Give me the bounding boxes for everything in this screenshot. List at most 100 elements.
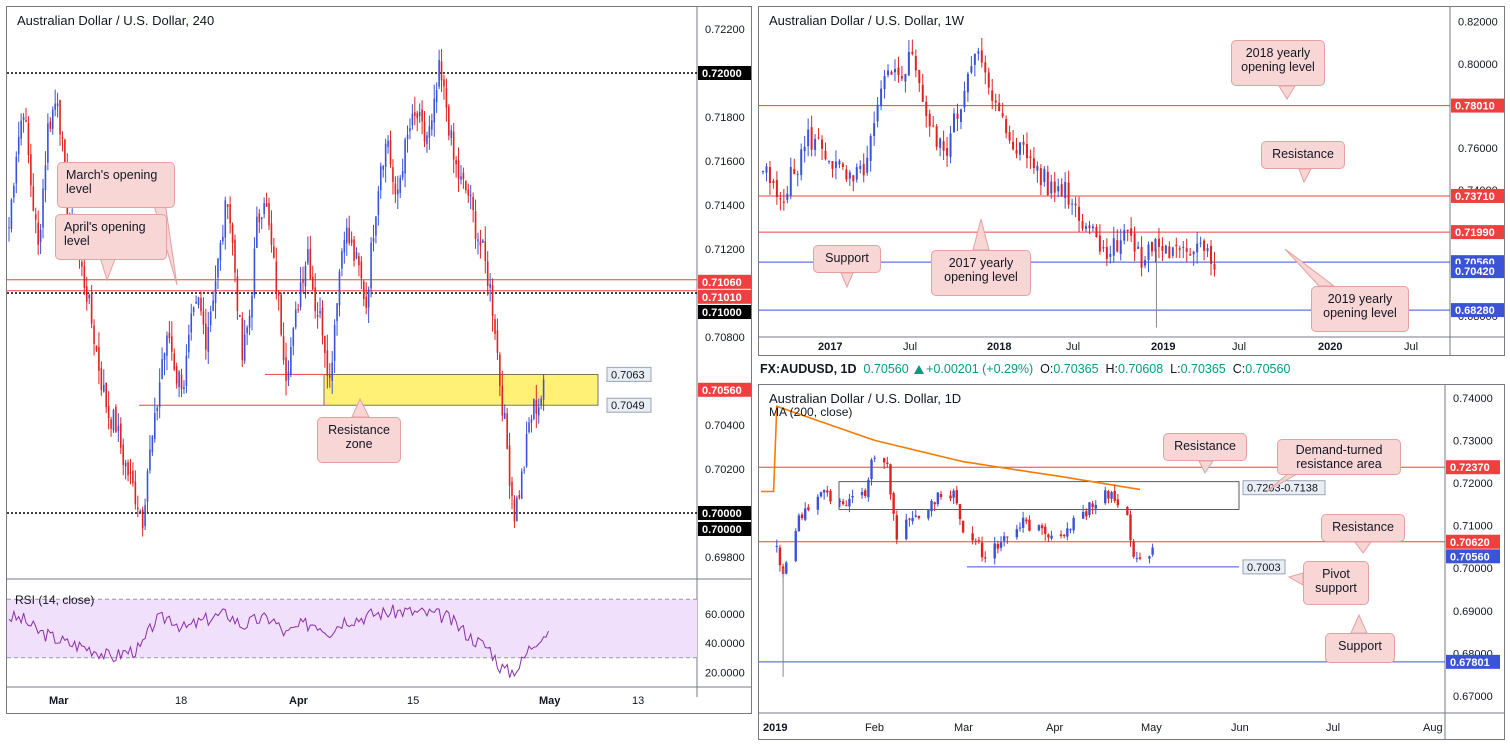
h4-candle (379, 166, 382, 191)
daily-candle (1129, 514, 1132, 541)
h4-candle (482, 240, 484, 243)
h4-candle (285, 357, 287, 382)
weekly-x-tick: 2019 (1151, 341, 1175, 353)
h4-candle (389, 140, 392, 165)
weekly-candle (1098, 235, 1101, 252)
h4-candle (161, 359, 163, 379)
h4-candle (151, 435, 154, 453)
h4-candle (275, 261, 278, 293)
low-label: L: (1170, 362, 1181, 376)
h4-candle (494, 319, 496, 334)
note-2017-yearly-opening: 2017 yearly opening level (931, 250, 1031, 296)
rsi-y-tick: 40.0000 (705, 638, 745, 650)
h4-price-tag: 0.71000 (702, 307, 742, 319)
h4-candle (168, 332, 171, 339)
weekly-candle (1140, 246, 1143, 268)
h4-candle (85, 286, 88, 302)
weekly-candle (859, 165, 862, 169)
h4-candle (154, 412, 156, 440)
daily-candle (993, 543, 996, 559)
weekly-chart-panel[interactable]: 0.820000.800000.760000.740000.700000.680… (758, 6, 1505, 356)
h4-candle (414, 112, 416, 116)
h4-chart-panel[interactable]: 0.72200 0.71800 0.71600 0.71400 0.71200 0.708… (6, 6, 752, 714)
note-2017-pointer (972, 218, 990, 251)
weekly-candle (1039, 168, 1042, 186)
weekly-candle (925, 101, 928, 116)
close-label: C: (1232, 362, 1246, 376)
weekly-candle (1206, 248, 1209, 252)
weekly-candle (1012, 141, 1015, 150)
daily-chart-panel[interactable]: 0.74000 0.73000 0.72000 0.71000 0.70000 0.690… (758, 384, 1505, 740)
daily-y-tick: 0.67000 (1453, 691, 1493, 703)
h4-candle (17, 136, 20, 155)
weekly-candle (900, 76, 903, 79)
h4-candle (326, 350, 329, 376)
weekly-candle (793, 168, 796, 175)
weekly-candle (817, 137, 820, 139)
weekly-candle (1057, 186, 1060, 192)
h4-price-tag-bg (698, 382, 751, 397)
daily-x-tick: Jul (1326, 722, 1340, 734)
h4-candle (311, 276, 314, 290)
daily-candle (949, 495, 952, 499)
daily-y-tick: 0.71000 (1453, 521, 1493, 533)
note-resistance-pointer (1298, 168, 1312, 184)
weekly-x-tick: Jul (903, 341, 917, 353)
weekly-candle (782, 201, 785, 203)
weekly-chart-svg[interactable]: 0.820000.800000.760000.740000.700000.680… (759, 7, 1505, 356)
h4-candle (185, 355, 188, 386)
weekly-candle (1147, 244, 1150, 261)
h4-candle (348, 227, 350, 243)
h4-candle (47, 123, 49, 163)
daily-y-tick: 0.72000 (1453, 478, 1493, 490)
daily-candle (933, 502, 936, 505)
weekly-candle (1178, 248, 1181, 250)
h4-candle (533, 398, 535, 419)
daily-candle (860, 492, 864, 496)
weekly-candle (984, 62, 987, 73)
weekly-candle (810, 127, 813, 150)
daily-candle (1113, 490, 1116, 501)
weekly-candle (1164, 245, 1167, 254)
ma-legend: MA (200, close) (769, 405, 853, 419)
daily-price-tag-bg (1446, 549, 1500, 564)
daily-candle (905, 519, 908, 540)
weekly-candle (980, 50, 983, 63)
rsi-band (7, 599, 697, 658)
h4-candle (416, 113, 419, 119)
note-2019-yearly-opening: 2019 yearly opening level (1311, 286, 1409, 332)
h4-candle (175, 366, 178, 384)
weekly-price-tag-bg (1451, 225, 1504, 240)
h4-candle (319, 310, 321, 314)
daily-y-tick: 0.70000 (1453, 563, 1493, 575)
h4-candle (236, 276, 239, 312)
daily-candle (804, 508, 807, 520)
rsi-title: RSI (14, close) (15, 593, 95, 607)
daily-chart-svg[interactable]: 0.74000 0.73000 0.72000 0.71000 0.70000 0.690… (759, 385, 1505, 740)
h4-chart-svg[interactable]: 0.72200 0.71800 0.71600 0.71400 0.71200 0.708… (7, 7, 752, 714)
daily-price-tag: 0.70620 (1450, 537, 1490, 549)
weekly-candle (970, 66, 973, 73)
h4-candle (516, 497, 518, 522)
h4-candle (362, 281, 365, 300)
high-label: H: (1105, 362, 1119, 376)
h4-candle (192, 307, 195, 313)
h4-x-tick: Mar (49, 695, 69, 707)
h4-candle (243, 334, 246, 361)
h4-candle (112, 410, 115, 431)
h4-candle (205, 323, 207, 350)
h4-candle (394, 183, 397, 195)
h4-chart-title: Australian Dollar / U.S. Dollar, 240 (17, 13, 215, 28)
daily-candle (886, 462, 889, 464)
rsi-line (8, 604, 549, 678)
weekly-candle (880, 88, 883, 107)
h4-candle (195, 301, 197, 304)
daily-candle (980, 542, 984, 558)
weekly-price-tag: 0.71990 (1455, 227, 1495, 239)
h4-candle (499, 354, 501, 386)
h4-candle (542, 379, 545, 400)
h4-y-tick: 0.71800 (705, 112, 745, 124)
note-daily-resistance-top: Resistance (1163, 433, 1247, 461)
daily-candle (1126, 507, 1129, 515)
h4-candle (292, 328, 295, 347)
